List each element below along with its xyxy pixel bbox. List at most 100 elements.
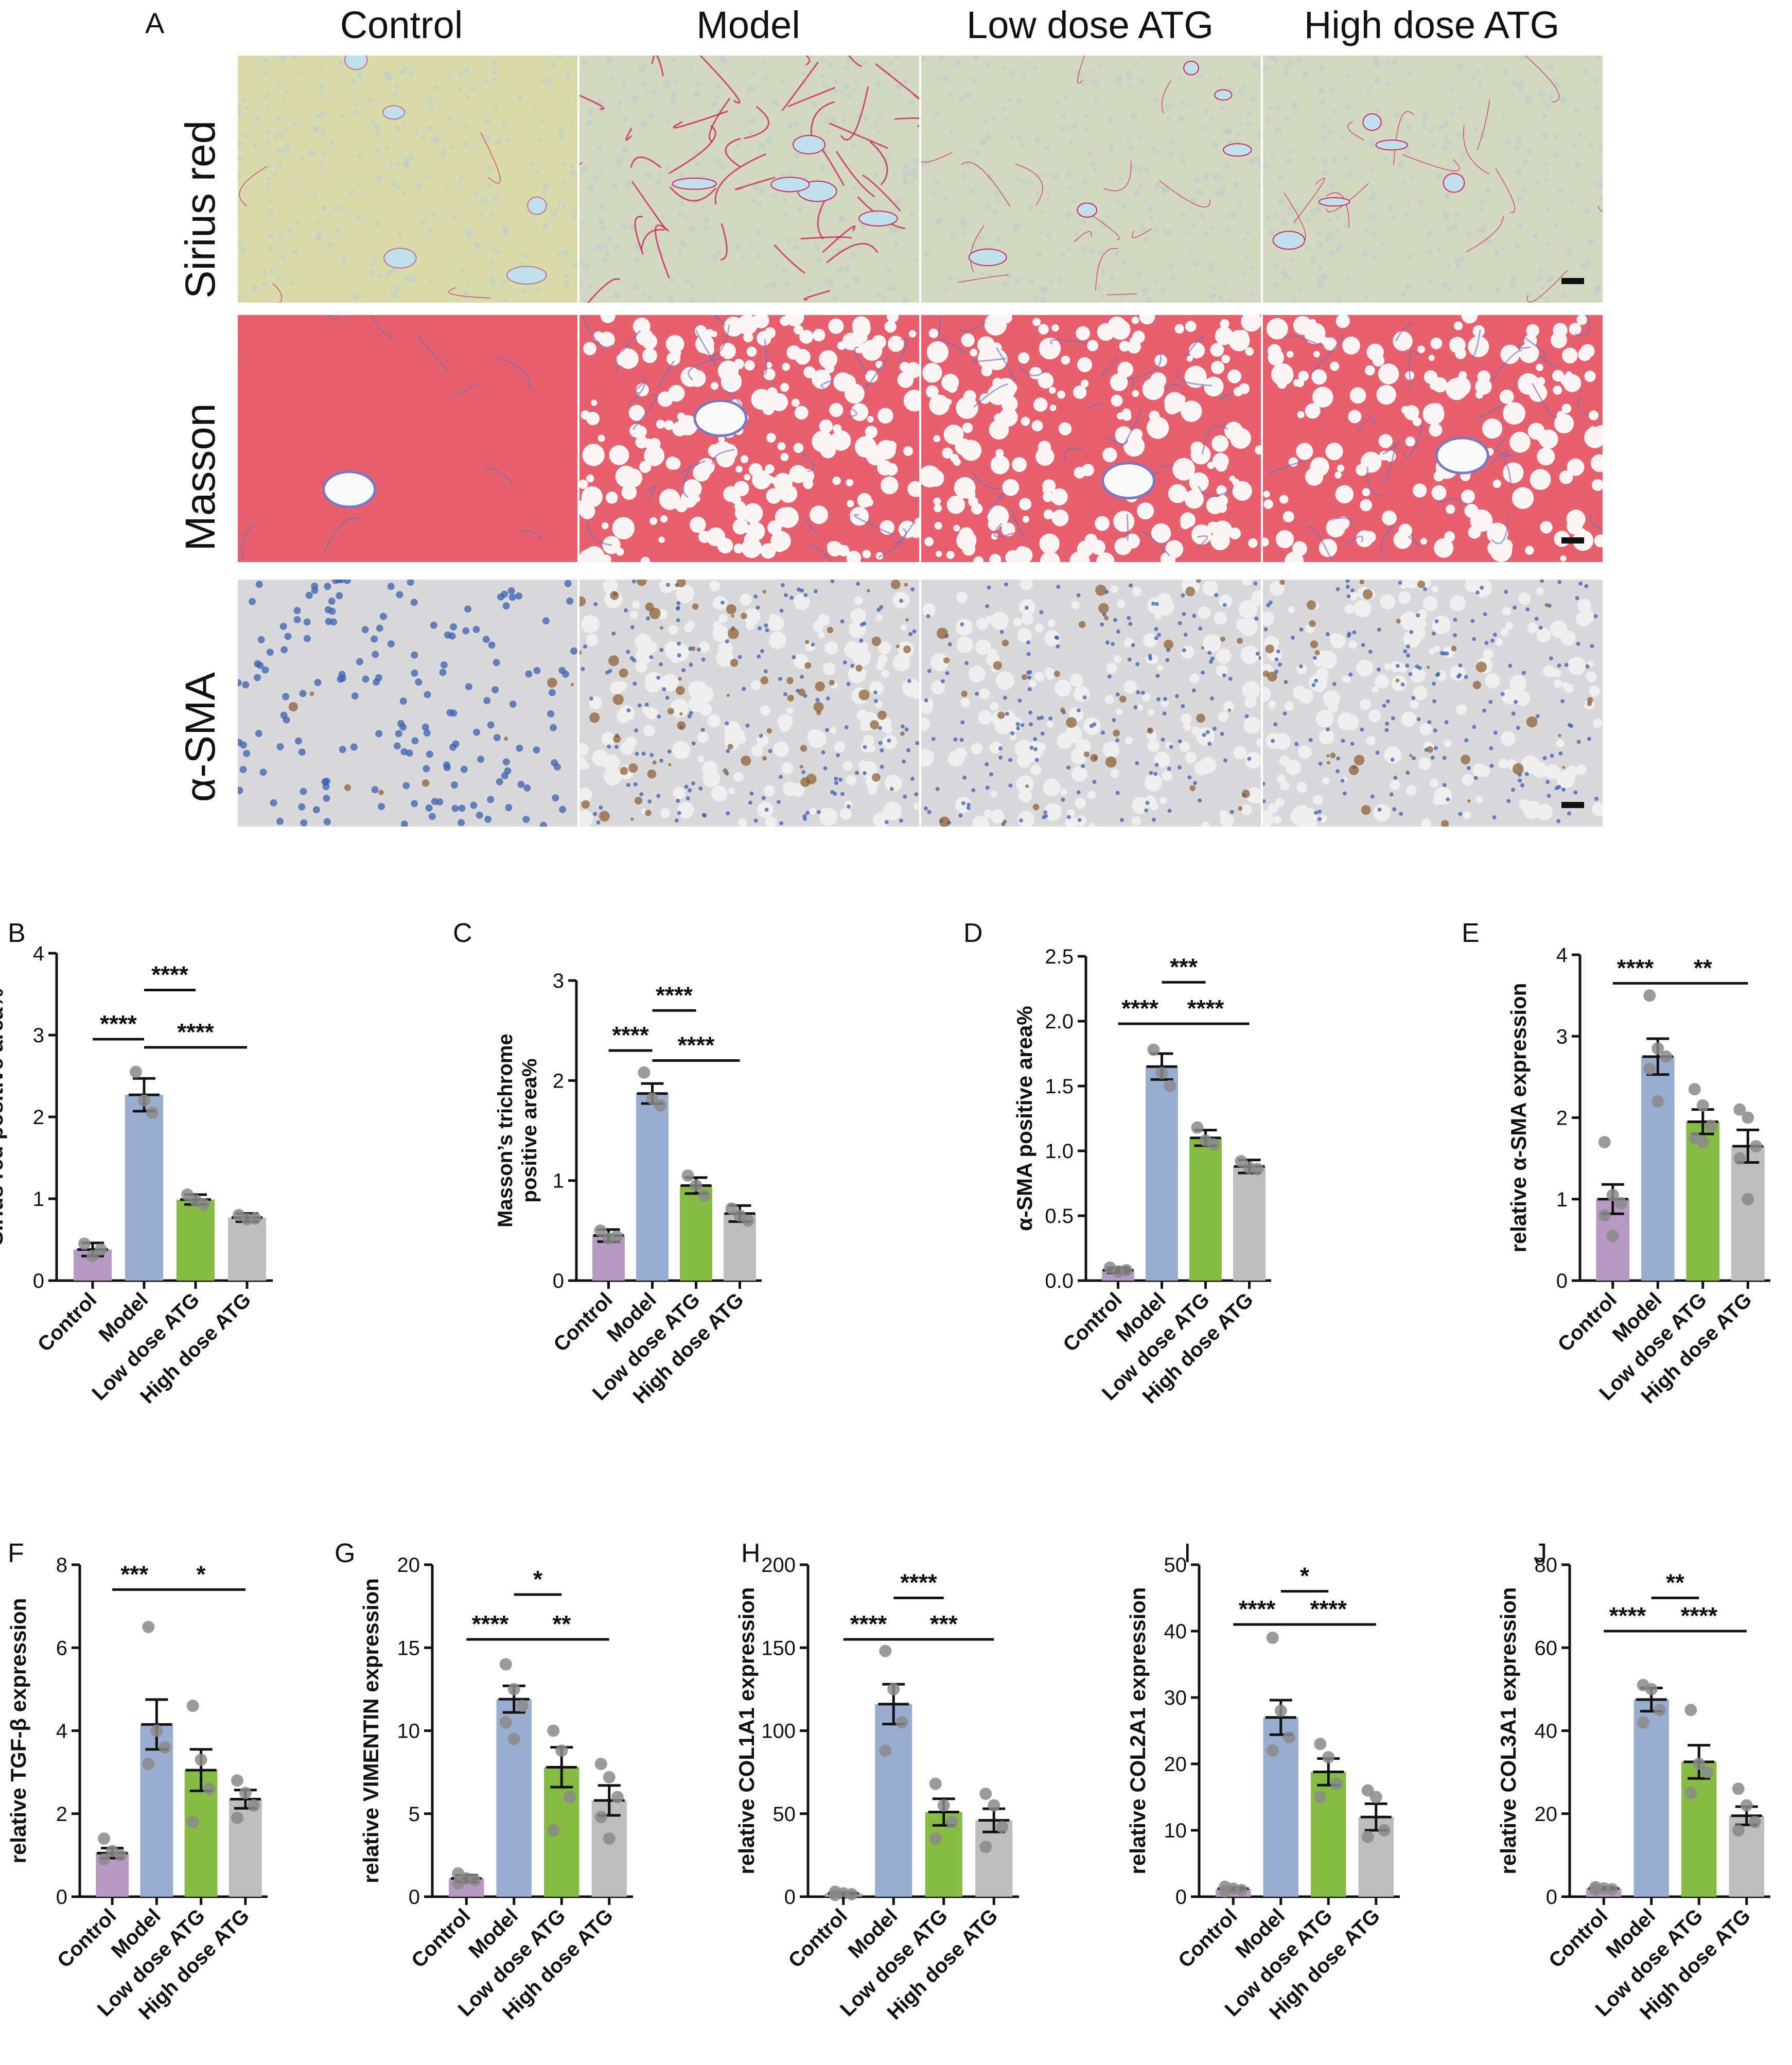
- data-point: [879, 1744, 892, 1757]
- x-tick-label: Control: [1553, 1288, 1621, 1356]
- y-tick-label: 0.5: [1045, 1205, 1074, 1228]
- y-tick-label: 150: [761, 1637, 796, 1659]
- significance-label: ****: [850, 1611, 887, 1637]
- bar: [1311, 1772, 1346, 1897]
- data-point: [1598, 1209, 1611, 1222]
- data-point: [130, 1065, 142, 1078]
- x-tick-label: Control: [407, 1904, 475, 1972]
- significance-label: **: [1666, 1569, 1684, 1596]
- y-tick-label: 2: [56, 1803, 67, 1826]
- bar: [228, 1217, 266, 1281]
- data-point: [611, 1791, 624, 1804]
- y-tick-label: 1.5: [1045, 1075, 1074, 1098]
- data-point: [507, 1732, 520, 1745]
- x-tick-label: Control: [33, 1288, 101, 1356]
- bar: [1681, 1761, 1717, 1897]
- data-point: [198, 1198, 210, 1211]
- data-point: [603, 1832, 616, 1845]
- y-axis-label: Sirius red positive area%: [0, 988, 7, 1246]
- y-tick-label: 3: [1556, 1025, 1568, 1048]
- data-point: [945, 1815, 958, 1828]
- bar: [680, 1185, 712, 1281]
- data-point: [78, 1237, 91, 1250]
- panel-letter: F: [8, 1538, 24, 1568]
- panel-letter: C: [453, 918, 472, 948]
- bar: [1633, 1700, 1669, 1897]
- significance-label: ****: [151, 961, 188, 988]
- y-axis-label: relative α-SMA expression: [1506, 983, 1531, 1253]
- y-tick-label: 2: [553, 1070, 564, 1092]
- data-point: [1684, 1787, 1697, 1799]
- y-tick-label: 0: [409, 1886, 420, 1909]
- data-point: [1251, 1163, 1264, 1176]
- y-tick-label: 0: [784, 1886, 796, 1909]
- significance-label: ***: [120, 1561, 148, 1587]
- data-point: [1369, 1791, 1382, 1804]
- y-tick-label: 0: [56, 1886, 67, 1909]
- data-point: [1606, 1229, 1619, 1242]
- data-point: [1732, 1782, 1745, 1795]
- column-title-low-dose: Low dose ATG: [967, 4, 1214, 46]
- data-point: [1684, 1704, 1697, 1717]
- data-point: [1660, 1050, 1673, 1063]
- significance-label: ****: [900, 1569, 937, 1596]
- data-point: [468, 1874, 481, 1886]
- y-tick-label: 20: [1164, 1753, 1187, 1776]
- y-tick-label: 100: [761, 1720, 796, 1743]
- data-point: [1653, 1704, 1666, 1717]
- panel-letter: G: [335, 1538, 355, 1568]
- data-point: [142, 1758, 155, 1770]
- bar: [636, 1093, 669, 1281]
- panel-letter: E: [1462, 918, 1480, 948]
- data-point: [452, 1877, 465, 1890]
- column-title-control: Control: [340, 4, 463, 46]
- data-point: [1637, 1716, 1649, 1729]
- data-point: [1361, 1784, 1374, 1797]
- data-point: [845, 1888, 858, 1901]
- data-point: [1266, 1631, 1279, 1644]
- data-point: [1322, 1751, 1335, 1764]
- data-point: [547, 1824, 560, 1836]
- data-point: [1598, 1135, 1611, 1148]
- bar: [1146, 1066, 1178, 1281]
- panel-letter: H: [741, 1538, 761, 1568]
- data-point: [507, 1683, 520, 1695]
- scale-bar: [1561, 537, 1584, 544]
- bar: [177, 1199, 215, 1281]
- y-tick-label: 30: [1164, 1687, 1187, 1709]
- data-point: [1235, 1884, 1248, 1897]
- data-point: [1606, 1188, 1619, 1201]
- significance-label: ****: [472, 1611, 509, 1637]
- data-point: [203, 1782, 216, 1795]
- micrograph-alpha-sma-low-dose: [921, 580, 1261, 827]
- data-point: [231, 1774, 243, 1787]
- data-point: [1693, 1758, 1706, 1770]
- micrograph-alpha-sma-high-dose: [1263, 580, 1603, 827]
- micrograph-masson-low-dose: [921, 315, 1261, 562]
- column-title-model: Model: [696, 4, 800, 46]
- significance-label: ****: [1609, 1602, 1646, 1629]
- significance-label: ***: [930, 1611, 958, 1637]
- data-point: [1147, 1043, 1160, 1056]
- y-tick-label: 4: [33, 942, 44, 965]
- significance-label: ****: [177, 1019, 214, 1045]
- micrograph-masson-model: [579, 315, 919, 562]
- data-point: [159, 1741, 171, 1754]
- significance-label: ****: [1187, 995, 1224, 1022]
- y-tick-label: 5: [409, 1803, 420, 1826]
- bar: [496, 1699, 532, 1897]
- data-point: [1740, 1799, 1753, 1812]
- data-point: [594, 1224, 607, 1237]
- significance-label: ****: [656, 982, 693, 1008]
- data-point: [1742, 1193, 1754, 1205]
- y-axis-label: relative VIMENTIN expression: [359, 1578, 383, 1883]
- y-axis-label: α-SMA positive area%: [1012, 1006, 1036, 1231]
- bar: [1641, 1056, 1675, 1281]
- data-point: [547, 1724, 560, 1737]
- x-tick-label: Control: [1059, 1288, 1127, 1356]
- y-tick-label: 1.0: [1045, 1140, 1074, 1163]
- data-point: [150, 1724, 163, 1737]
- data-point: [1266, 1744, 1279, 1757]
- micrograph-masson-control: [238, 315, 577, 562]
- y-tick-label: 2: [1556, 1107, 1568, 1130]
